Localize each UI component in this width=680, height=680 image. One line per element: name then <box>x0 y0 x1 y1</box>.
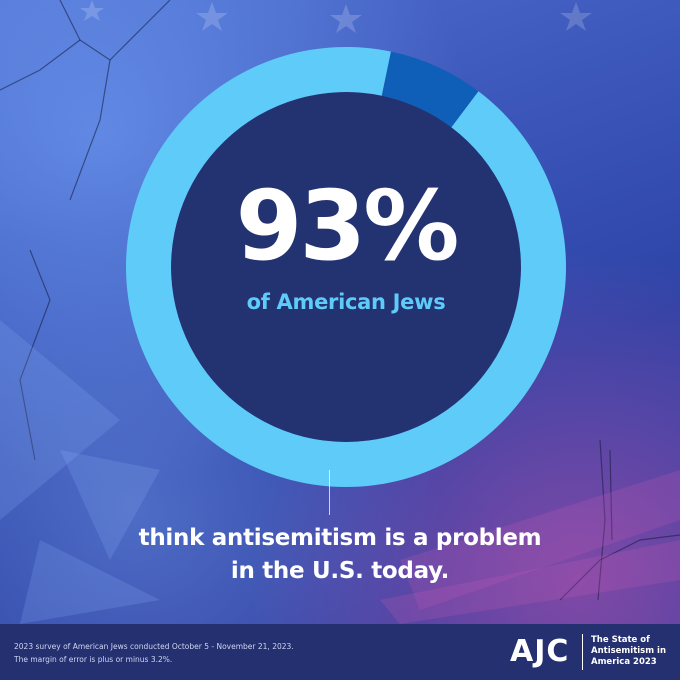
star-icon <box>80 0 104 21</box>
triangle-shape <box>60 450 160 560</box>
survey-footnote: 2023 survey of American Jews conducted O… <box>14 640 434 666</box>
stripe-shape <box>380 540 680 624</box>
triangle-shape <box>20 540 160 624</box>
star-icon <box>196 2 228 31</box>
report-title-line-2: Antisemitism in <box>591 646 667 656</box>
percentage-caption: of American Jews <box>246 290 446 314</box>
footnote-line-2: The margin of error is plus or minus 3.2… <box>14 655 173 664</box>
footer-bar: 2023 survey of American Jews conducted O… <box>0 624 680 680</box>
donut-chart <box>126 47 566 487</box>
donut-inner-disc <box>171 92 521 442</box>
crack-line <box>109 0 171 61</box>
statement-text: think antisemitism is a problem in the U… <box>60 522 620 588</box>
footnote-line-1: 2023 survey of American Jews conducted O… <box>14 642 294 651</box>
report-title-line-1: The State of <box>591 635 650 645</box>
triangle-shape <box>0 320 120 520</box>
star-icon <box>330 4 362 33</box>
statement-line-2: in the U.S. today. <box>230 558 450 584</box>
percentage-value: 93% <box>235 170 460 282</box>
crack-line <box>59 0 111 201</box>
star-icon <box>560 2 592 31</box>
connector-line <box>329 470 330 515</box>
crack-line <box>19 249 51 461</box>
crack-line <box>0 39 81 91</box>
crack-line <box>559 534 680 601</box>
statement-line-1: think antisemitism is a problem <box>138 525 542 551</box>
report-title-line-3: America 2023 <box>591 657 657 667</box>
ajc-logo: AJC <box>510 634 570 669</box>
crack-line <box>609 449 613 541</box>
donut-slice-remainder <box>381 51 479 128</box>
stripe-shape <box>400 470 680 610</box>
logo-divider <box>582 634 583 670</box>
report-title: The State of Antisemitism in America 202… <box>591 635 680 668</box>
crack-line <box>597 439 606 601</box>
background-decoration <box>0 0 680 624</box>
